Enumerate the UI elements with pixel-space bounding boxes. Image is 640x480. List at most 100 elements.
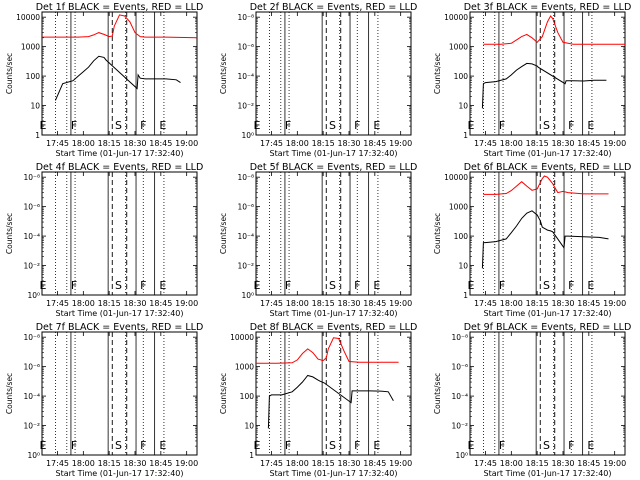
region-letter-f: F: [285, 279, 291, 292]
region-letter-f: F: [568, 439, 574, 452]
region-letter-f: F: [568, 119, 574, 132]
x-tick-label: 18:30: [123, 139, 146, 148]
plot-frame: [41, 171, 198, 296]
x-tick-label: 17:45: [46, 299, 69, 308]
series-events-line: [481, 62, 607, 109]
series-events-line: [267, 374, 394, 429]
region-letter-e: E: [587, 119, 594, 132]
y-tick-label: 10⁻⁴: [237, 72, 254, 81]
y-tick-label: 10⁻⁶: [23, 203, 40, 212]
panel-det-4: Det 4f BLACK = Events, RED = LLD 17:45 18:…: [5, 162, 203, 318]
x-axis-label: Start Time (01-Jun-17 17:32:40): [270, 149, 398, 158]
y-tick-label: 10⁻²: [23, 422, 40, 431]
y-axis-label: Counts/sec: [5, 213, 14, 254]
region-letter-e: E: [468, 279, 475, 292]
y-tick-label: 1000: [235, 363, 254, 372]
x-tick-label: 17:45: [260, 139, 283, 148]
y-tick-label: 10: [458, 102, 468, 111]
region-letter-e: E: [587, 279, 594, 292]
y-tick-label: 100: [454, 232, 469, 241]
x-tick-label: 19:00: [175, 139, 198, 148]
series-lld-line: [256, 337, 399, 364]
region-letter-s: S: [115, 439, 122, 452]
panel-title: Det 9f BLACK = Events, RED = LLD: [464, 322, 632, 333]
x-axis-label: Start Time (01-Jun-17 17:32:40): [484, 149, 612, 158]
y-axis-label: Counts/sec: [219, 373, 228, 414]
x-tick-label: 18:30: [551, 139, 574, 148]
x-tick-label: 18:30: [551, 299, 574, 308]
panel-title: Det 7f BLACK = Events, RED = LLD: [36, 322, 204, 333]
x-tick-label: 17:45: [260, 459, 283, 468]
region-letter-s: S: [543, 119, 550, 132]
y-tick-label: 100: [240, 392, 255, 401]
y-tick-label: 10⁻⁴: [23, 392, 40, 401]
region-letter-e: E: [40, 439, 47, 452]
panel-title: Det 1f BLACK = Events, RED = LLD: [36, 2, 204, 13]
y-tick-label: 1000: [449, 203, 468, 212]
x-tick-label: 18:15: [526, 139, 549, 148]
x-tick-label: 18:15: [312, 299, 335, 308]
y-tick-label: 10⁻²: [237, 262, 254, 271]
plot-frame: [469, 331, 626, 456]
x-axis-label: Start Time (01-Jun-17 17:32:40): [484, 309, 612, 318]
y-tick-label: 1: [249, 451, 254, 460]
x-tick-label: 17:45: [46, 139, 69, 148]
y-tick-label: 10⁻²: [237, 102, 254, 111]
x-axis-label: Start Time (01-Jun-17 17:32:40): [270, 469, 398, 478]
plot-frame: [255, 171, 412, 296]
region-letter-e: E: [40, 279, 47, 292]
y-tick-label: 1000: [449, 43, 468, 52]
region-letter-e: E: [468, 439, 475, 452]
y-tick-label: 10⁻⁴: [23, 232, 40, 241]
region-letter-f: F: [140, 279, 146, 292]
y-tick-label: 10⁰: [27, 291, 40, 300]
region-letter-f: F: [71, 439, 77, 452]
x-tick-label: 18:30: [337, 299, 360, 308]
x-tick-label: 17:45: [260, 299, 283, 308]
x-tick-label: 18:15: [98, 139, 121, 148]
panel-title: Det 8f BLACK = Events, RED = LLD: [250, 322, 418, 333]
x-tick-label: 18:15: [98, 459, 121, 468]
x-tick-label: 18:15: [312, 139, 335, 148]
y-tick-label: 10⁻⁸: [237, 13, 254, 22]
x-tick-label: 18:30: [337, 139, 360, 148]
region-letter-f: F: [71, 119, 77, 132]
y-axis-label: Counts/sec: [5, 53, 14, 94]
region-letter-e: E: [587, 439, 594, 452]
region-letter-f: F: [354, 439, 360, 452]
region-letter-e: E: [373, 439, 380, 452]
x-tick-label: 18:00: [500, 299, 523, 308]
x-tick-label: 18:00: [500, 459, 523, 468]
region-letter-s: S: [115, 279, 122, 292]
region-letter-e: E: [40, 119, 47, 132]
region-letter-s: S: [543, 439, 550, 452]
panel-title: Det 3f BLACK = Events, RED = LLD: [464, 2, 632, 13]
x-tick-label: 17:45: [46, 459, 69, 468]
x-tick-label: 17:45: [474, 299, 497, 308]
y-tick-label: 10000: [444, 13, 468, 22]
plot-frame: [469, 11, 626, 136]
y-tick-label: 1000: [21, 43, 40, 52]
region-letter-f: F: [499, 119, 505, 132]
region-letter-f: F: [285, 439, 291, 452]
x-tick-label: 18:15: [526, 459, 549, 468]
y-tick-label: 10⁻⁴: [451, 392, 468, 401]
y-tick-label: 10⁻⁶: [237, 203, 254, 212]
region-letter-f: F: [499, 439, 505, 452]
y-tick-label: 10: [30, 102, 40, 111]
y-tick-label: 100: [26, 72, 41, 81]
x-tick-label: 19:00: [175, 459, 198, 468]
region-letter-s: S: [329, 439, 336, 452]
y-tick-label: 10⁻⁶: [451, 363, 468, 372]
region-letter-e: E: [468, 119, 475, 132]
x-tick-label: 18:00: [72, 139, 95, 148]
panel-title: Det 4f BLACK = Events, RED = LLD: [36, 162, 204, 173]
y-tick-label: 10⁻⁸: [237, 173, 254, 182]
panel-title: Det 5f BLACK = Events, RED = LLD: [250, 162, 418, 173]
x-axis-label: Start Time (01-Jun-17 17:32:40): [56, 469, 184, 478]
plot-frame: [41, 11, 198, 136]
x-tick-label: 18:00: [72, 299, 95, 308]
